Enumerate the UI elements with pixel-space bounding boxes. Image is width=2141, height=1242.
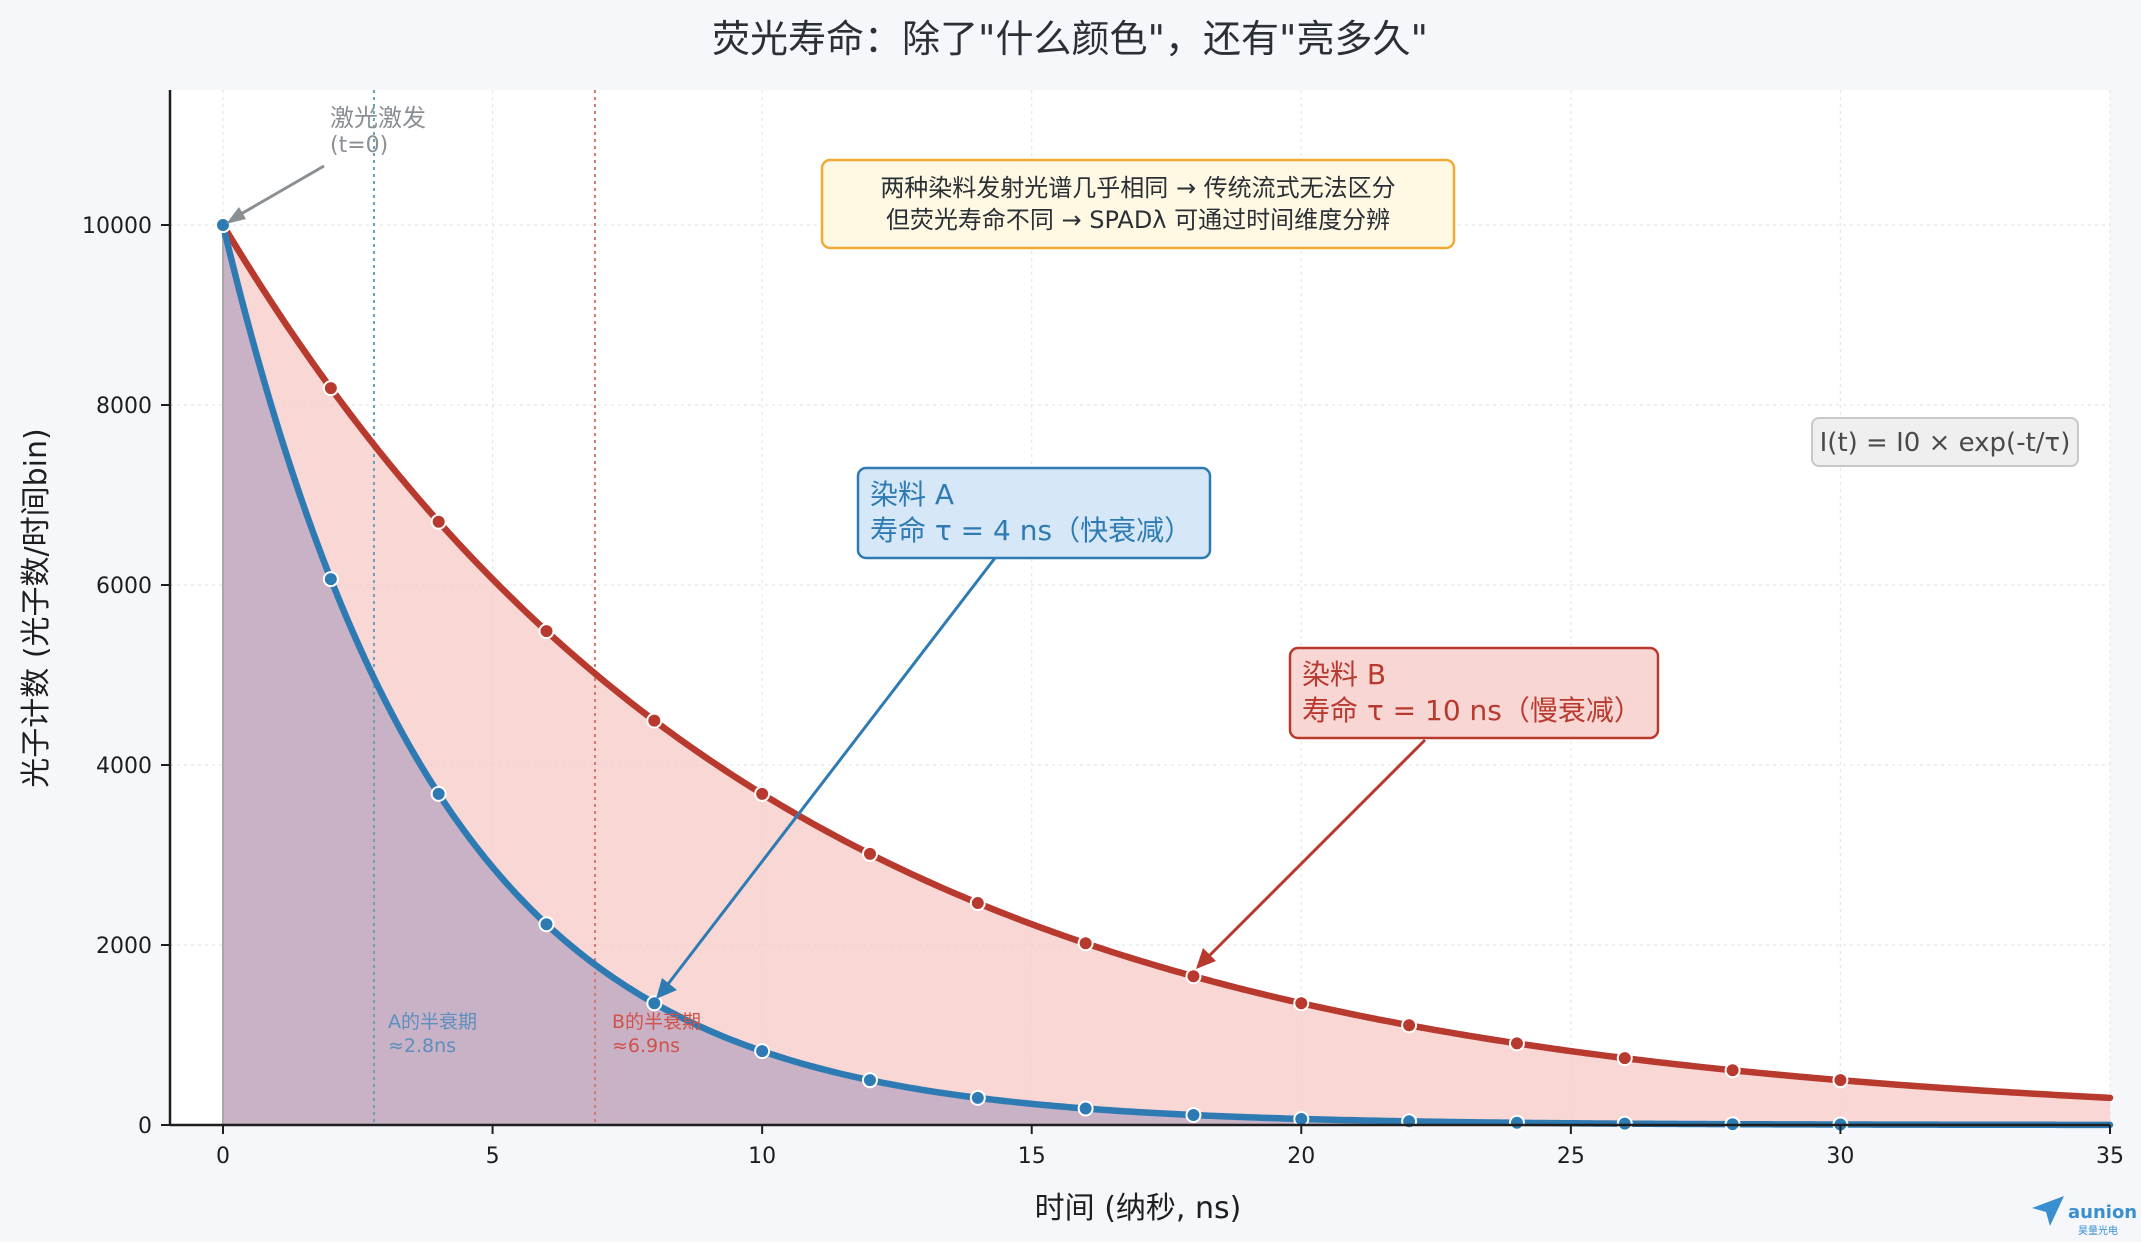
series-0-point xyxy=(322,571,339,588)
y-tick-label: 10000 xyxy=(82,214,152,239)
chart-title: 荧光寿命：除了"什么颜色"，还有"亮多久" xyxy=(712,17,1428,61)
dye-b-name: 染料 B xyxy=(1302,658,1386,691)
x-tick-label: 0 xyxy=(216,1144,230,1169)
x-ticks: 0 5 10 15 20 25 30 35 xyxy=(216,1125,2124,1169)
dye-a-arrow xyxy=(663,557,997,989)
series-0-point xyxy=(1508,1114,1525,1131)
series-1-point xyxy=(754,785,771,802)
series-1-area xyxy=(223,225,2110,1125)
y-tick-label: 6000 xyxy=(96,574,152,599)
x-tick-label: 15 xyxy=(1018,1144,1046,1169)
formula-text: I(t) = I0 × exp(-t/τ) xyxy=(1820,428,2071,458)
y-ticks: 0 2000 4000 6000 8000 10000 xyxy=(82,214,170,1139)
paper-plane-icon xyxy=(2032,1196,2064,1226)
excitation-label-line1: 激光激发 xyxy=(330,104,426,132)
series-1-point xyxy=(1401,1017,1418,1034)
y-tick-label: 4000 xyxy=(96,754,152,779)
dye-a-arrowhead xyxy=(656,978,677,999)
series-0-point xyxy=(754,1043,771,1060)
x-tick-label: 10 xyxy=(748,1144,776,1169)
series-1-line xyxy=(219,221,2114,1102)
excitation-arrowhead xyxy=(226,207,246,224)
series-0-point xyxy=(215,217,231,233)
series-0-point xyxy=(969,1089,986,1106)
y-tick-label: 8000 xyxy=(96,394,152,419)
info-line2: 但荧光寿命不同 → SPADλ 可通过时间维度分辨 xyxy=(886,206,1390,234)
reference-lines xyxy=(222,90,597,1125)
series-1-point xyxy=(1185,968,1202,985)
x-tick-label: 30 xyxy=(1826,1144,1854,1169)
excitation-label-line2: (t=0) xyxy=(330,133,388,158)
series-1-point xyxy=(1293,995,1310,1012)
area-fills xyxy=(223,225,2110,1125)
info-line1: 两种染料发射光谱几乎相同 → 传统流式无法区分 xyxy=(880,174,1395,202)
logo-subtext: 昊量光电 xyxy=(2078,1224,2118,1237)
series-1-point xyxy=(538,623,555,640)
series-0-area xyxy=(223,225,2110,1125)
x-axis-label: 时间 (纳秒, ns) xyxy=(1035,1191,1242,1226)
series-0-point xyxy=(1616,1115,1633,1132)
y-axis-label: 光子计数 (光子数/时间bin) xyxy=(19,428,54,787)
series-1-point xyxy=(1077,935,1094,952)
data-markers xyxy=(215,217,1849,1133)
dye-b-arrowhead xyxy=(1196,948,1216,969)
x-tick-label: 25 xyxy=(1557,1144,1585,1169)
aunion-logo: aunion 昊量光电 xyxy=(2032,1196,2137,1237)
logo-text: aunion xyxy=(2068,1202,2137,1223)
x-tick-label: 5 xyxy=(486,1144,500,1169)
half-life-b-line2: ≈6.9ns xyxy=(612,1035,680,1057)
x-tick-label: 20 xyxy=(1287,1144,1315,1169)
series-0-point xyxy=(861,1072,878,1089)
series-1-point xyxy=(861,845,878,862)
series-1-point xyxy=(1616,1050,1633,1067)
half-life-a-line2: ≈2.8ns xyxy=(388,1035,456,1057)
dye-a-name: 染料 A xyxy=(870,478,954,511)
x-tick-label: 35 xyxy=(2096,1144,2124,1169)
half-life-b-line1: B的半衰期 xyxy=(612,1011,701,1033)
series-1-point xyxy=(1832,1072,1849,1089)
dye-a-box xyxy=(856,466,1212,560)
series-1-point xyxy=(1508,1035,1525,1052)
y-tick-label: 2000 xyxy=(96,934,152,959)
dye-a-lifetime: 寿命 τ = 4 ns（快衰减） xyxy=(870,514,1192,547)
series-0-point xyxy=(1077,1100,1094,1117)
series-0-point xyxy=(1185,1107,1202,1124)
series-1-point xyxy=(322,380,339,397)
half-life-a-line1: A的半衰期 xyxy=(388,1011,477,1033)
series-0-point xyxy=(430,785,447,802)
dye-b-box xyxy=(1288,646,1660,740)
series-0-point xyxy=(646,995,663,1012)
dye-b-lifetime: 寿命 τ = 10 ns（慢衰减） xyxy=(1302,694,1642,727)
series-1-point xyxy=(646,712,663,729)
formula-box xyxy=(1811,417,2079,467)
y-tick-label: 0 xyxy=(138,1114,152,1139)
dye-b-arrow xyxy=(1203,738,1427,962)
series-1-point xyxy=(430,513,447,530)
series-0-point xyxy=(538,916,555,933)
series-1-point xyxy=(969,895,986,912)
excitation-arrow xyxy=(233,164,325,220)
series-1-point xyxy=(1724,1062,1741,1079)
info-box xyxy=(820,158,1456,250)
